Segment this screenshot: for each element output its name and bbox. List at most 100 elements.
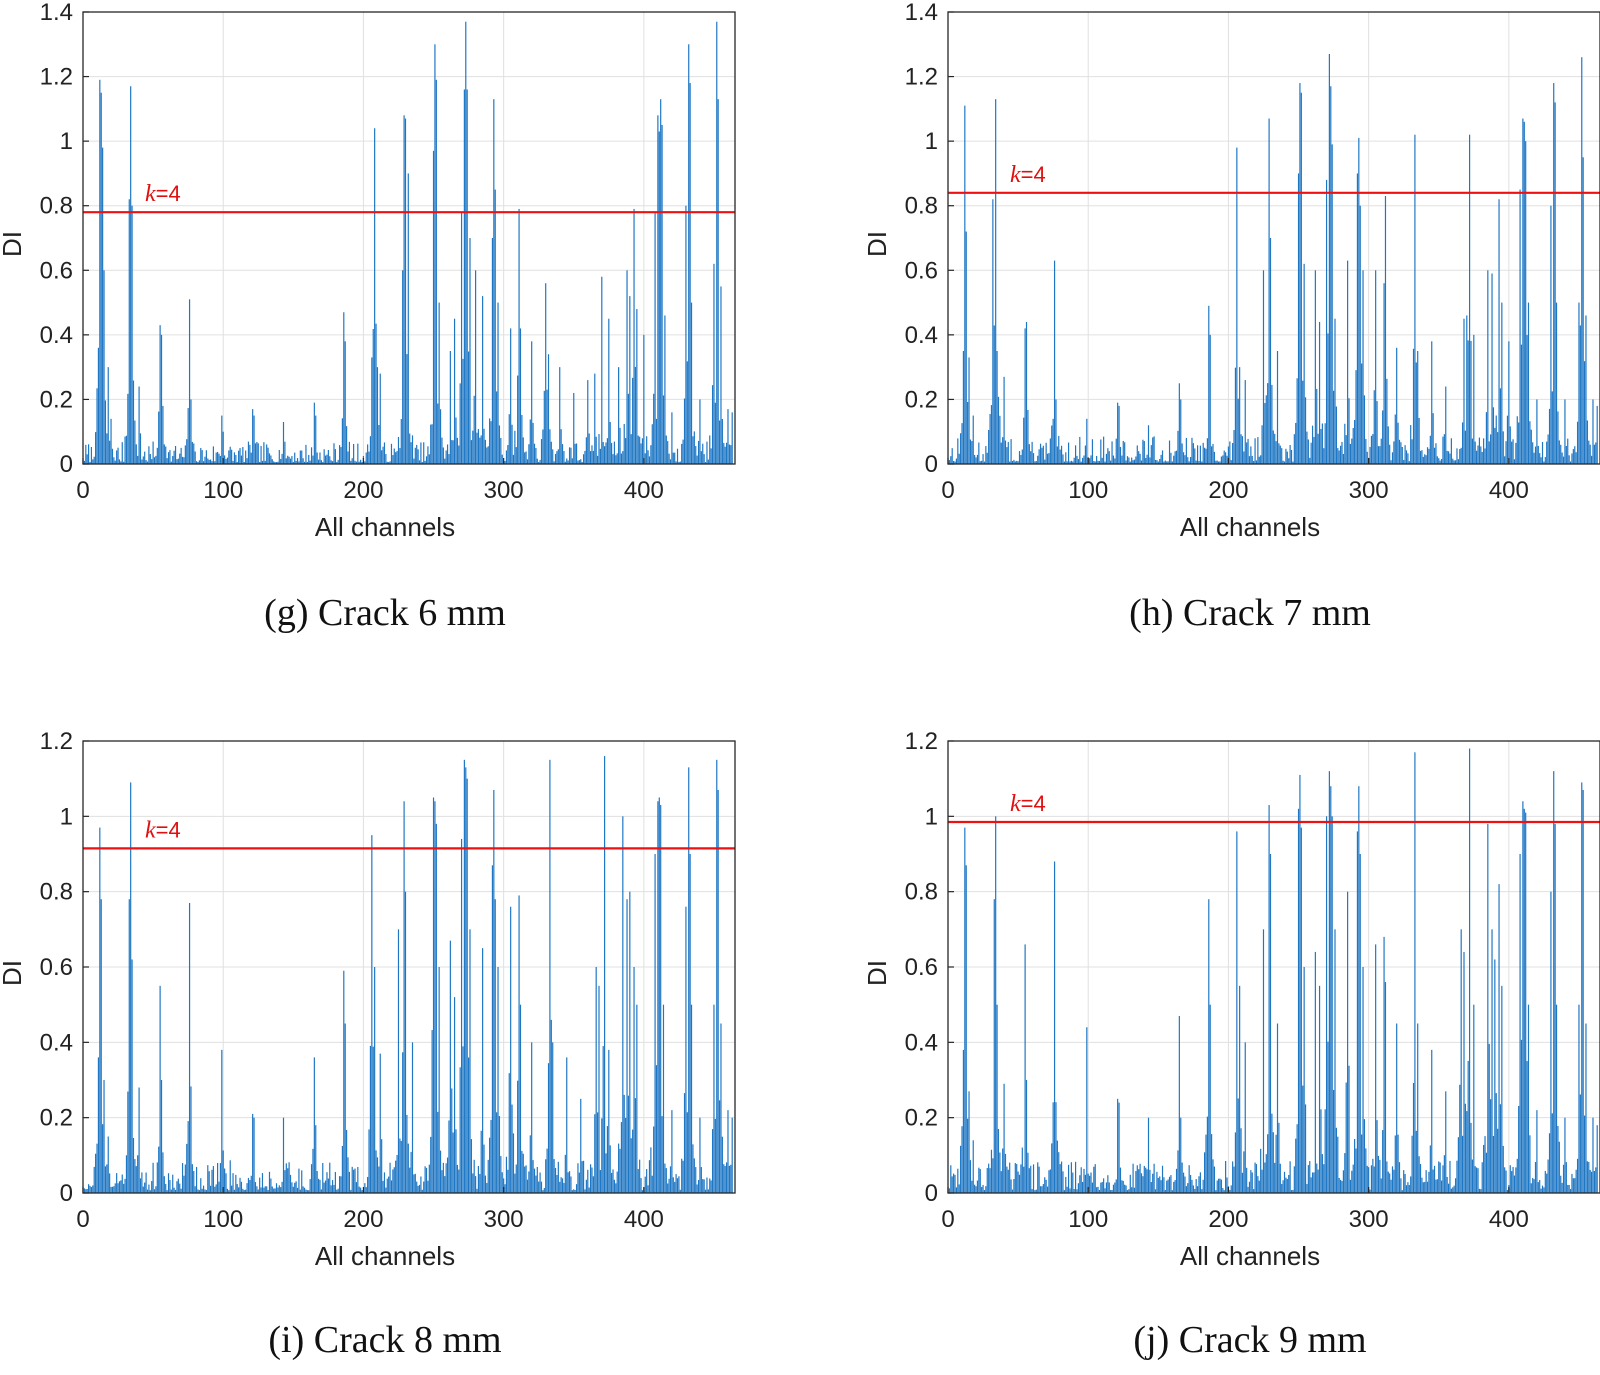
bar <box>1586 1161 1588 1193</box>
bar <box>340 447 342 464</box>
bar <box>482 296 484 464</box>
bar <box>519 328 522 464</box>
bar <box>1345 435 1347 464</box>
bar <box>1582 157 1584 465</box>
bar <box>395 452 397 464</box>
bar <box>1286 451 1288 464</box>
bar <box>1461 1135 1464 1193</box>
bar <box>501 454 503 464</box>
bar <box>195 1166 198 1193</box>
bar <box>1525 141 1527 464</box>
bar <box>1358 137 1360 464</box>
bar <box>271 459 273 464</box>
bar <box>212 446 214 464</box>
bar <box>357 1166 359 1193</box>
bar <box>302 458 304 464</box>
bar <box>1354 1138 1356 1193</box>
bar <box>1293 1166 1295 1193</box>
bar <box>1316 1163 1318 1193</box>
bar <box>678 1176 680 1193</box>
bar <box>1122 1180 1124 1193</box>
bar <box>1070 1162 1072 1193</box>
bar <box>1314 270 1316 464</box>
bar <box>1411 1135 1413 1193</box>
bar <box>1543 461 1545 464</box>
bar <box>508 1073 510 1193</box>
x-tick-label: 400 <box>1489 1206 1529 1233</box>
bar <box>1408 461 1410 464</box>
bar <box>1111 441 1113 464</box>
bar <box>1586 420 1588 464</box>
bar <box>618 367 620 464</box>
bar <box>420 442 422 464</box>
bar <box>637 1169 639 1193</box>
bar <box>337 1188 339 1193</box>
bar <box>1098 1189 1101 1193</box>
bar <box>1540 457 1542 464</box>
bar <box>1216 460 1218 464</box>
bar <box>479 1174 481 1193</box>
bar <box>648 1160 651 1193</box>
bar <box>1059 1164 1061 1193</box>
bar <box>180 1188 182 1193</box>
bar <box>146 461 149 464</box>
bar <box>986 452 988 464</box>
bar <box>310 1164 313 1193</box>
bar <box>1073 1188 1075 1193</box>
bar <box>479 437 481 464</box>
bar <box>1017 461 1019 464</box>
bar <box>1049 1169 1051 1193</box>
bar <box>264 1186 266 1193</box>
bar <box>602 1046 604 1193</box>
bar <box>1153 436 1155 464</box>
bar <box>95 432 97 464</box>
bar <box>1157 1177 1159 1193</box>
y-tick-label: 1 <box>925 128 938 155</box>
bar <box>668 453 670 464</box>
bar <box>1518 422 1520 464</box>
bar <box>167 452 170 464</box>
bar <box>389 1162 391 1193</box>
bar <box>1372 1158 1374 1193</box>
bar <box>721 418 723 464</box>
bar <box>174 445 177 464</box>
bar <box>560 429 562 464</box>
bar <box>1240 1128 1242 1193</box>
bar <box>1334 318 1336 464</box>
bar <box>950 456 952 464</box>
bar <box>1066 1186 1068 1193</box>
bar <box>1250 1170 1252 1193</box>
bar <box>1526 335 1528 464</box>
bar <box>1328 771 1330 1193</box>
bar <box>183 1175 185 1193</box>
bar <box>458 445 460 464</box>
bar <box>336 1189 338 1193</box>
bar <box>695 446 697 464</box>
bar <box>1077 1183 1079 1193</box>
bar <box>267 1189 269 1193</box>
bar <box>995 816 997 1193</box>
bar <box>1529 421 1531 464</box>
bar <box>1578 302 1580 464</box>
bar <box>591 1167 593 1193</box>
bar <box>615 1183 617 1193</box>
bar <box>547 354 550 464</box>
bar <box>99 827 101 1193</box>
bar <box>125 435 128 464</box>
bar <box>1138 451 1140 464</box>
bar <box>1596 405 1598 464</box>
bar <box>1067 442 1070 464</box>
bar <box>1133 459 1136 464</box>
bar <box>411 1042 414 1193</box>
bar <box>1435 443 1437 464</box>
bar <box>1412 1082 1415 1193</box>
bar <box>1351 1170 1353 1193</box>
bar <box>190 399 192 464</box>
bar <box>445 1163 447 1193</box>
bar <box>1128 457 1130 464</box>
bar <box>657 801 659 1193</box>
bar <box>155 455 157 464</box>
bar <box>1090 1172 1092 1193</box>
bar <box>1561 1182 1563 1193</box>
bar <box>211 461 213 464</box>
